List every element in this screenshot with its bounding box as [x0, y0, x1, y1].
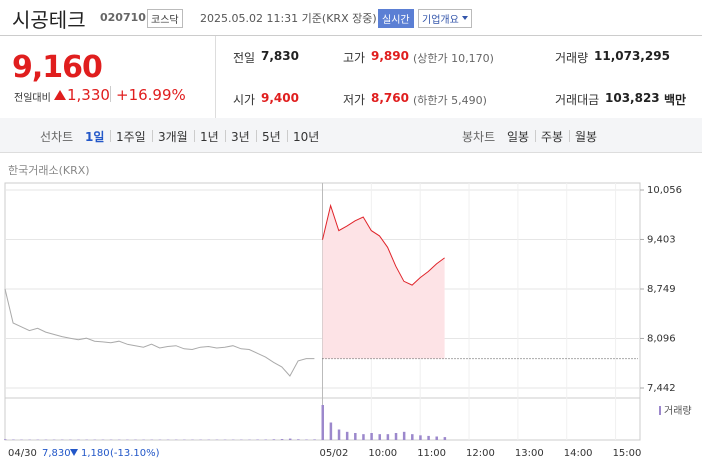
volume-bar	[272, 439, 276, 440]
stat-note: (하한가 5,490)	[413, 94, 487, 107]
x-tick-label: 14:00	[564, 448, 593, 459]
volume-bar	[362, 434, 365, 440]
realtime-badge[interactable]: 실시간	[378, 9, 414, 28]
volume-bar	[419, 435, 422, 440]
x-tick-label: 13:00	[515, 448, 544, 459]
dropdown-icon	[461, 16, 468, 23]
volume-bar	[394, 433, 398, 440]
volume-bar	[313, 439, 316, 440]
up-arrow	[54, 90, 66, 100]
stat-label: 고가	[343, 51, 366, 65]
stock-code: 020710	[100, 11, 146, 24]
tab[interactable]: 주봉	[541, 130, 564, 144]
x-tick-label: 15:00	[613, 448, 642, 459]
stat-value: 9,400	[261, 91, 299, 105]
stat-value: 11,073,295	[594, 49, 670, 63]
volume-bar	[435, 436, 438, 440]
volume-bar	[288, 438, 292, 440]
market-badge: 코스닥	[147, 9, 183, 28]
tab-separator	[225, 130, 226, 142]
footer-date: 04/30	[8, 448, 37, 459]
stat-value: 9,890	[371, 49, 409, 63]
volume-bar	[321, 405, 324, 440]
divider	[215, 36, 216, 118]
footer-close: 7,830	[42, 448, 71, 459]
volume-bar	[411, 434, 414, 440]
tab-separator	[256, 130, 257, 142]
x-tick-label: 11:00	[417, 448, 446, 459]
stat-value: 7,830	[261, 49, 299, 63]
tab[interactable]: 월봉	[575, 130, 598, 144]
volume-bar	[280, 439, 284, 440]
tab[interactable]: 3개월	[158, 130, 188, 144]
volume-bar	[443, 437, 447, 440]
volume-bar	[297, 439, 300, 440]
company-info-text: 기업개요	[422, 15, 459, 26]
footer-change-percent: (-13.10%)	[110, 448, 160, 459]
volume-bar	[370, 433, 373, 440]
y-tick-label: 9,403	[647, 234, 676, 245]
stat-label: 거래대금	[555, 93, 600, 107]
footer-change: 1,180	[81, 448, 110, 459]
stat-value: 103,823	[605, 91, 660, 105]
volume-bar	[4, 439, 7, 440]
y-tick-label: 8,096	[647, 333, 676, 344]
tab[interactable]: 5년	[262, 130, 281, 144]
x-tick-label: 10:00	[368, 448, 397, 459]
change-percent: +16.99%	[116, 86, 186, 104]
volume-bar	[354, 433, 357, 440]
y-tick-label: 10,056	[647, 185, 682, 196]
volume-bar	[427, 435, 430, 440]
volume-bar	[345, 431, 349, 440]
tab-group-label: 봉차트	[462, 130, 496, 144]
tab-separator	[535, 130, 536, 142]
y-tick-label: 7,442	[647, 383, 676, 394]
stat-unit: 백만	[664, 93, 687, 107]
tab-separator	[287, 130, 288, 142]
tab-separator	[569, 130, 570, 142]
change-label: 전일대비	[14, 93, 51, 104]
stat-label: 시가	[233, 93, 256, 107]
x-tick-label: 12:00	[466, 448, 495, 459]
source-label: 한국거래소(KRX)	[8, 164, 90, 177]
stat-value: 8,760	[371, 91, 409, 105]
stat-label: 전일	[233, 51, 256, 65]
separator	[110, 86, 111, 102]
tab-separator	[110, 130, 111, 142]
tab[interactable]: 3년	[231, 130, 250, 144]
price-line	[4, 288, 315, 377]
down-arrow	[70, 449, 78, 456]
volume-bar	[402, 431, 406, 440]
volume-bar	[337, 429, 341, 440]
tab[interactable]: 10년	[293, 130, 320, 144]
chart: 한국거래소(KRX) 거래량 04/30 7,830 1,180 (-13.10…	[4, 164, 692, 459]
tab-bar	[0, 118, 702, 153]
tab[interactable]: 1년	[200, 130, 219, 144]
volume-bar	[386, 434, 390, 440]
company-info-button[interactable]: 기업개요	[418, 9, 472, 28]
stat-label: 저가	[343, 93, 366, 107]
timestamp: 2025.05.02 11:31 기준(KRX 장중)	[200, 12, 377, 25]
tab[interactable]: 일봉	[507, 130, 530, 144]
current-price: 9,160	[12, 50, 103, 85]
x-tick-label: 05/02	[320, 448, 349, 459]
stat-note: (상한가 10,170)	[413, 52, 494, 65]
tab-separator	[152, 130, 153, 142]
price-line	[322, 203, 445, 286]
y-tick-label: 8,749	[647, 284, 676, 295]
volume-bar	[378, 434, 381, 440]
volume-legend-swatch	[659, 406, 661, 415]
stat-label: 거래량	[555, 51, 589, 65]
tab-group-label: 선차트	[40, 130, 74, 144]
stock-name: 시공테크	[12, 8, 86, 32]
tab[interactable]: 1일	[85, 130, 105, 144]
volume-legend: 거래량	[664, 405, 692, 417]
volume-bar	[329, 422, 333, 440]
tab-separator	[194, 130, 195, 142]
area	[322, 205, 445, 359]
tab[interactable]: 1주일	[116, 130, 146, 144]
change-value: 1,330	[67, 86, 110, 104]
